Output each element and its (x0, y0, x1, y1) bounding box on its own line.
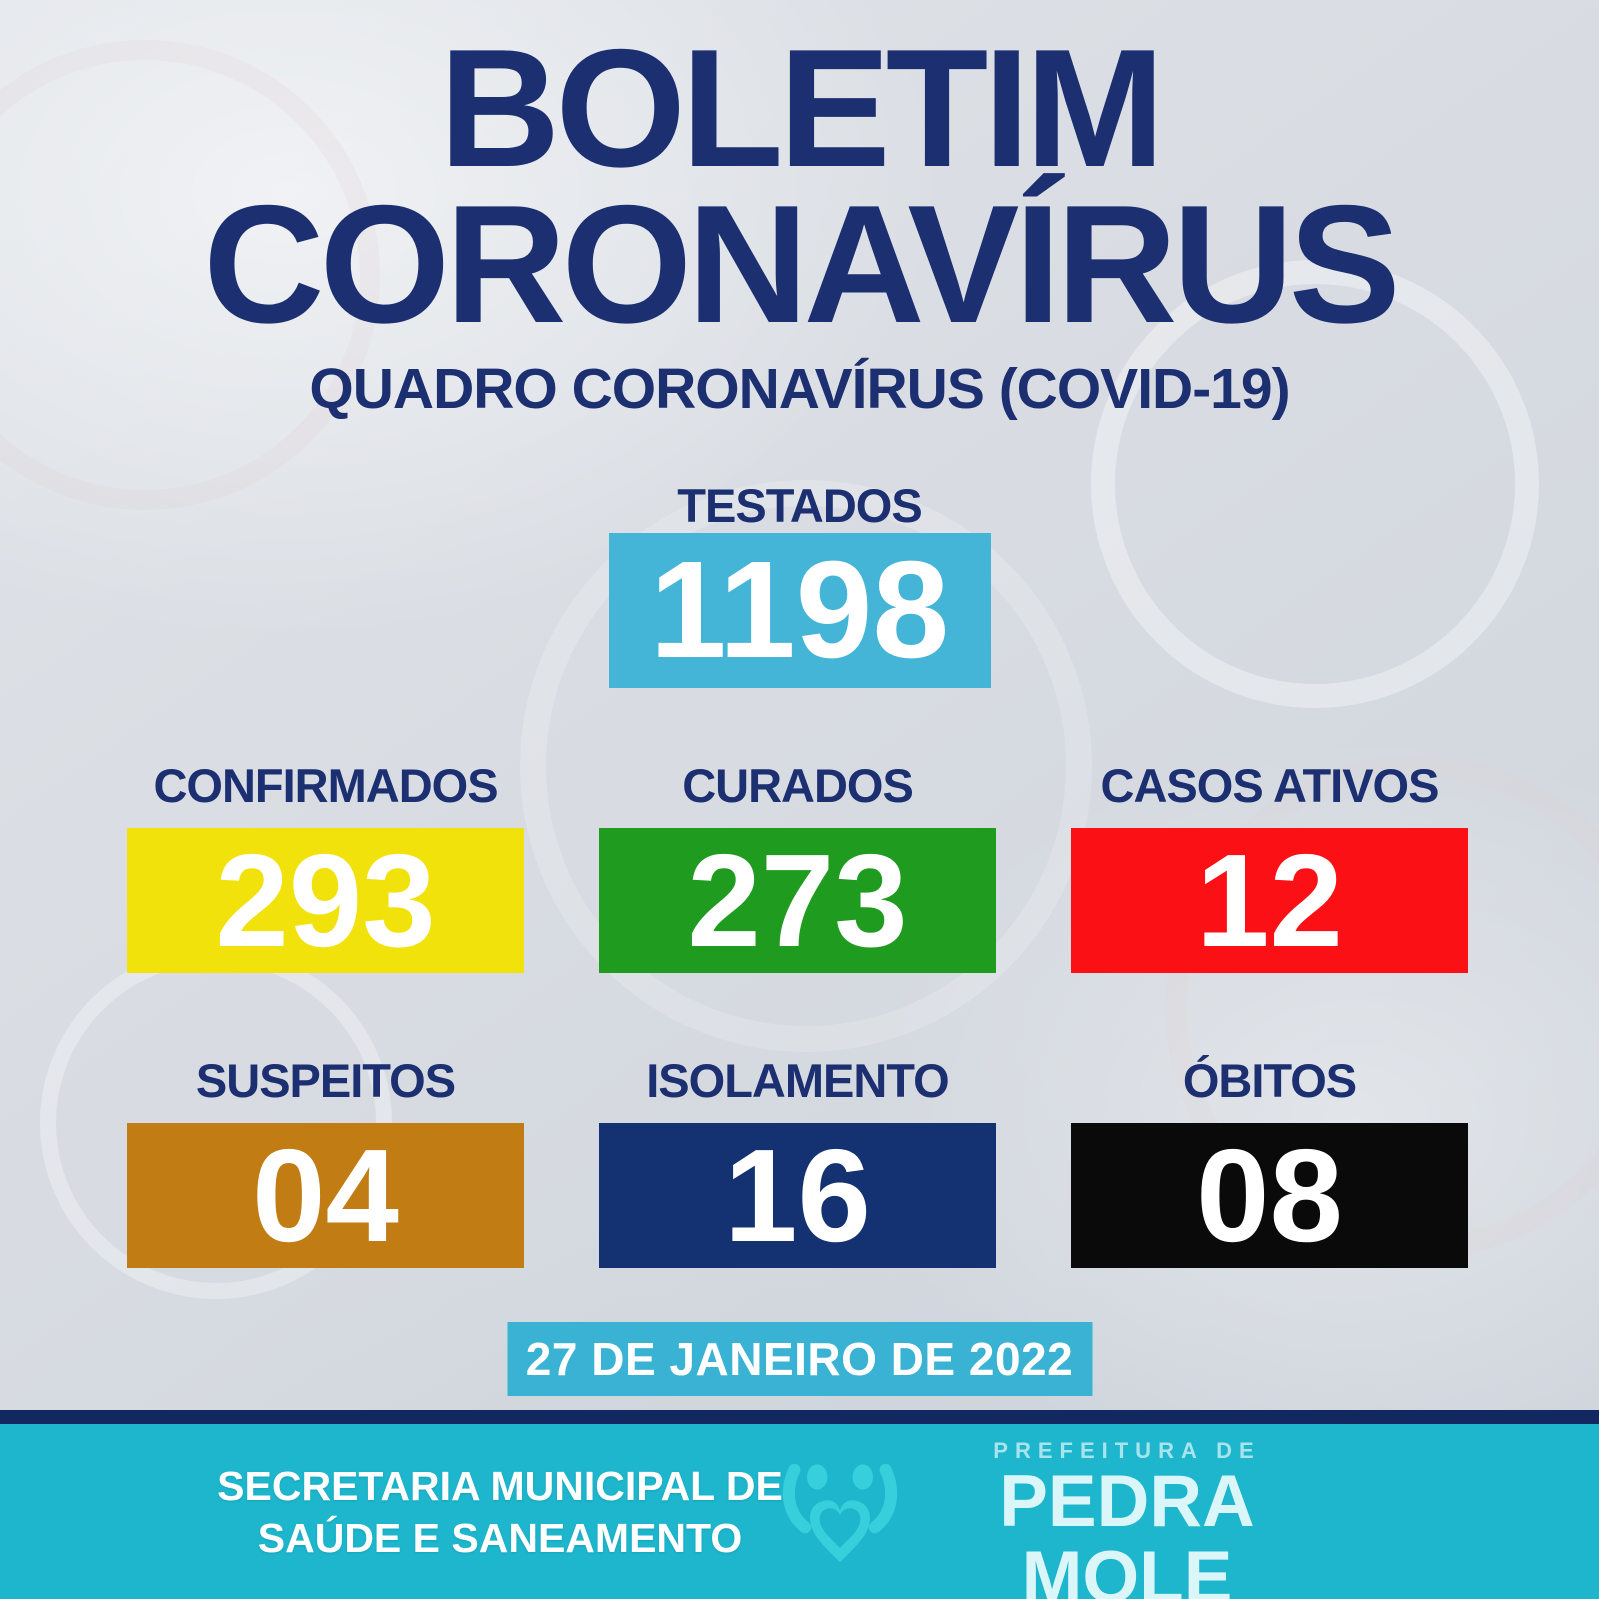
stat-label: SUSPEITOS (195, 1054, 456, 1107)
stat-value: 04 (252, 1122, 399, 1269)
logo-name: PEDRA MOLE (999, 1461, 1255, 1599)
stat-card-confirmados: CONFIRMADOS 293 (127, 758, 524, 974)
stat-box: 08 (1071, 1122, 1468, 1269)
people-heart-icon (782, 1463, 898, 1563)
department-line2: SAÚDE E SANEAMENTO (257, 1515, 743, 1562)
footer-divider (0, 1410, 1599, 1424)
stats-row-2: SUSPEITOS 04 ISOLAMENTO 16 ÓBITOS 08 (127, 1053, 1468, 1269)
stat-box: 293 (127, 827, 524, 974)
stat-label: CASOS ATIVOS (1100, 759, 1440, 812)
prefecture-logo: PREFEITURA DE PEDRA MOLE Construindo uma… (903, 1438, 1351, 1599)
stat-value: 293 (215, 827, 436, 974)
stat-box: 273 (599, 827, 996, 974)
stat-box: 16 (599, 1122, 996, 1269)
department-line1: SECRETARIA MUNICIPAL DE (217, 1463, 783, 1509)
stat-card-obitos: ÓBITOS 08 (1071, 1053, 1468, 1269)
date-banner: 27 DE JANEIRO DE 2022 (507, 1322, 1092, 1396)
title-line2: CORONAVÍRUS (203, 170, 1401, 359)
stat-card-curados: CURADOS 273 (599, 758, 996, 974)
stat-value: 273 (687, 827, 908, 974)
department-name: SECRETARIA MUNICIPAL DE SAÚDE E SANEAMEN… (150, 1460, 850, 1565)
stat-card-isolamento: ISOLAMENTO 16 (599, 1053, 996, 1269)
stat-label: CURADOS (682, 759, 914, 812)
logo-pretitle: PREFEITURA DE (993, 1438, 1261, 1463)
stats-row-1: CONFIRMADOS 293 CURADOS 273 CASOS ATIVOS… (127, 758, 1468, 974)
stat-label: CONFIRMADOS (153, 759, 498, 812)
date-text: 27 DE JANEIRO DE 2022 (525, 1333, 1074, 1385)
page-title: BOLETIM CORONAVÍRUS (0, 14, 1599, 359)
tested-label: TESTADOS (677, 479, 922, 532)
stat-value: 12 (1196, 827, 1343, 974)
stat-value: 16 (724, 1122, 871, 1269)
tested-value: 1198 (649, 533, 950, 687)
stat-card-casos-ativos: CASOS ATIVOS 12 (1071, 758, 1468, 974)
stat-box: 12 (1071, 827, 1468, 974)
title-line1: BOLETIM (439, 14, 1165, 202)
page-subtitle: QUADRO CORONAVÍRUS (COVID-19) (309, 357, 1290, 421)
stat-card-suspeitos: SUSPEITOS 04 (127, 1053, 524, 1269)
stat-label: ÓBITOS (1182, 1054, 1357, 1107)
footer-band: SECRETARIA MUNICIPAL DE SAÚDE E SANEAMEN… (0, 1424, 1599, 1599)
stat-value: 08 (1196, 1122, 1343, 1269)
tested-box: 1198 (608, 533, 991, 688)
stat-box: 04 (127, 1122, 524, 1269)
stat-label: ISOLAMENTO (646, 1054, 949, 1107)
